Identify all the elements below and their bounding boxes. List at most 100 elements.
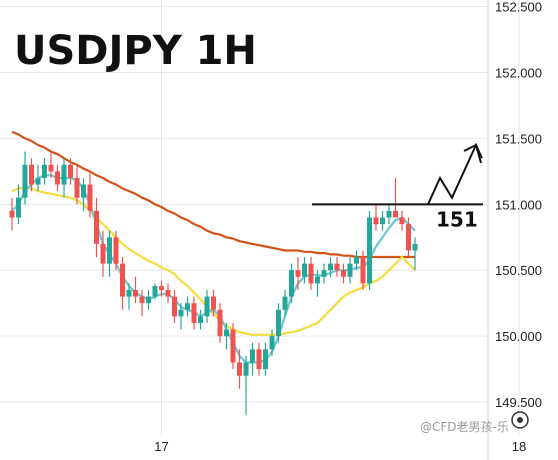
candle-body <box>367 217 372 284</box>
candle <box>178 303 184 330</box>
x-tick-label: 17 <box>154 439 168 454</box>
candle <box>237 349 242 389</box>
projection-arrow <box>427 142 483 205</box>
candle <box>412 237 418 271</box>
candle <box>113 230 119 271</box>
candle <box>68 158 73 185</box>
candle <box>302 257 307 284</box>
candle-body <box>74 177 80 198</box>
candle <box>380 210 385 231</box>
candle <box>256 342 262 376</box>
x-axis: 17 18 <box>154 439 526 454</box>
candle <box>61 158 67 198</box>
candle <box>406 217 411 258</box>
candle-body <box>295 270 301 277</box>
candle <box>87 171 93 218</box>
y-tick-label: 150.500 <box>495 263 542 278</box>
candle-body <box>341 270 346 277</box>
candle <box>48 151 54 178</box>
candle <box>55 164 60 192</box>
candle-body <box>276 309 281 337</box>
candle <box>373 204 379 231</box>
candle <box>107 230 112 277</box>
arrow-head <box>463 143 482 164</box>
candle-body <box>42 164 47 178</box>
y-tick-label: 152.000 <box>495 66 542 81</box>
candle-body <box>172 296 177 317</box>
candle <box>334 257 340 277</box>
candle <box>35 164 41 192</box>
candle-body <box>399 217 405 225</box>
candle-body <box>230 329 236 363</box>
candle <box>295 257 301 290</box>
y-tick-label: 150.000 <box>495 329 542 344</box>
candle-body <box>81 184 86 198</box>
candle-body <box>9 210 15 218</box>
candle-body <box>360 257 366 284</box>
candle-body <box>211 296 216 310</box>
candle-body <box>217 309 223 337</box>
candle-body <box>178 309 184 317</box>
candle <box>250 342 255 376</box>
candle <box>133 276 138 304</box>
candle <box>191 296 197 330</box>
candle <box>152 283 158 300</box>
candle-body <box>139 296 145 304</box>
candle-body <box>100 243 106 264</box>
y-axis: 152.500 152.000 151.500 151.000 150.500 150.0… <box>495 0 542 410</box>
candle-body <box>198 316 203 323</box>
candle-body <box>354 257 359 264</box>
candle-body <box>55 171 60 185</box>
candle <box>360 250 366 290</box>
eye-pupil <box>517 417 523 423</box>
candle-body <box>243 362 249 376</box>
candle-body <box>35 177 41 185</box>
candle-body <box>204 296 210 317</box>
candle-body <box>133 290 138 297</box>
chart-title: USDJPY 1H <box>14 28 257 74</box>
eye-icon <box>511 411 529 429</box>
candle <box>100 230 106 277</box>
candle <box>185 296 190 317</box>
candle-body <box>328 263 333 271</box>
candle <box>386 204 392 225</box>
candle-body <box>68 164 73 178</box>
candle-body <box>347 263 353 277</box>
candle-body <box>412 243 418 251</box>
candle-body <box>256 349 262 370</box>
candle-body <box>22 164 28 198</box>
x-tick-label: 18 <box>512 439 526 454</box>
candle-body <box>87 184 93 211</box>
candle <box>211 290 216 317</box>
candle-body <box>29 164 34 185</box>
candle <box>159 280 164 297</box>
candle <box>22 151 28 205</box>
candle-body <box>120 263 125 297</box>
candle <box>282 290 288 317</box>
candle-body <box>165 290 171 297</box>
candle <box>321 263 327 284</box>
candle <box>165 283 171 304</box>
candle <box>269 329 275 356</box>
candle-body <box>269 336 275 350</box>
candle <box>139 290 145 317</box>
candle-body <box>250 349 255 363</box>
candle <box>341 263 346 284</box>
candle-body <box>159 286 164 290</box>
candle-body <box>393 210 398 218</box>
candle <box>198 309 203 330</box>
y-tick-label: 151.000 <box>495 197 542 212</box>
candle <box>42 158 47 185</box>
candle <box>29 158 34 192</box>
ma-slow-line <box>11 130 415 259</box>
candle <box>276 303 281 343</box>
candle-body <box>406 224 411 251</box>
candle-body <box>315 276 320 284</box>
candle-body <box>94 210 99 244</box>
candle-body <box>16 197 21 218</box>
candle-body <box>237 362 242 376</box>
candle-body <box>191 303 197 323</box>
candle <box>399 210 405 231</box>
candle <box>81 177 86 211</box>
candle-body <box>302 263 307 277</box>
